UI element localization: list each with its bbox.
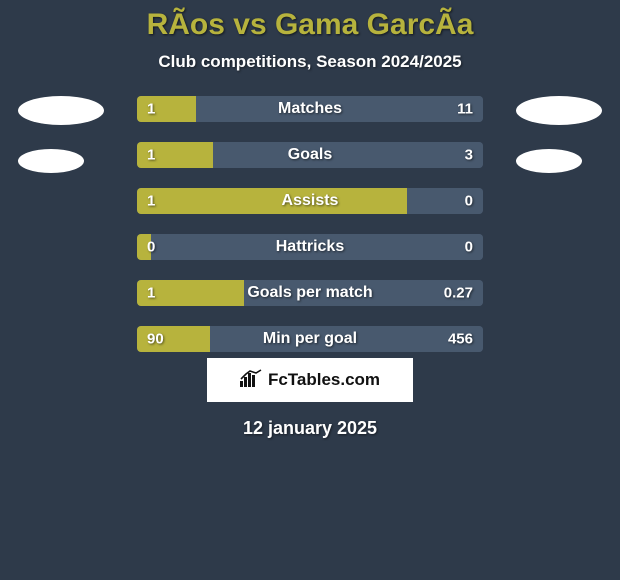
brand-text: FcTables.com [268, 370, 380, 390]
right-value: 0.27 [444, 285, 473, 302]
subtitle: Club competitions, Season 2024/2025 [0, 52, 620, 72]
right-value: 456 [448, 331, 473, 348]
left-value: 1 [147, 147, 155, 164]
right-value: 0 [465, 239, 473, 256]
left-segment [137, 188, 407, 214]
right-value: 3 [465, 147, 473, 164]
stat-bar: Goals per match10.27 [137, 280, 483, 306]
right-segment [213, 142, 483, 168]
stat-bar: Hattricks00 [137, 234, 483, 260]
left-value: 1 [147, 193, 155, 210]
avatar [18, 96, 104, 125]
avatar [516, 96, 602, 125]
right-segment [196, 96, 483, 122]
left-value: 90 [147, 331, 164, 348]
left-value: 0 [147, 239, 155, 256]
left-segment [137, 96, 196, 122]
right-value: 0 [465, 193, 473, 210]
page-title: RÃ­os vs Gama GarcÃ­a [0, 0, 620, 42]
left-value: 1 [147, 101, 155, 118]
date-text: 12 january 2025 [0, 418, 620, 439]
brand-badge: FcTables.com [207, 358, 413, 402]
avatar [516, 149, 582, 173]
stat-bar: Assists10 [137, 188, 483, 214]
right-value: 11 [457, 101, 473, 118]
left-value: 1 [147, 285, 155, 302]
bars-container: Matches111Goals13Assists10Hattricks00Goa… [137, 96, 483, 352]
comparison-chart: Matches111Goals13Assists10Hattricks00Goa… [0, 96, 620, 352]
left-avatars [18, 96, 104, 197]
stat-bar: Goals13 [137, 142, 483, 168]
stat-bar: Matches111 [137, 96, 483, 122]
chart-icon [240, 369, 268, 392]
avatar [18, 149, 84, 173]
right-avatars [516, 96, 602, 197]
stat-bar: Min per goal90456 [137, 326, 483, 352]
right-segment [210, 326, 483, 352]
right-segment [151, 234, 483, 260]
